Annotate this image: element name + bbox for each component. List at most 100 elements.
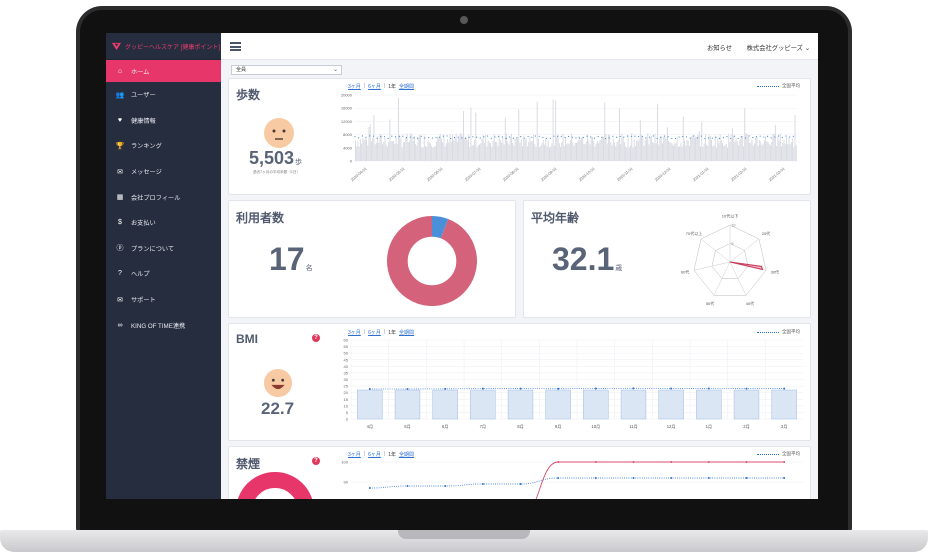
national-average-point [376,137,378,139]
brand[interactable]: グッピーヘルスケア [健康ポイント] [106,33,221,60]
smoking-point [707,477,710,479]
sidebar-item[interactable]: ✉ メッセージ [106,159,221,185]
national-average-point [755,136,758,138]
radar-spoke [729,238,760,263]
national-average-point [383,136,386,138]
steps-bar [427,140,429,161]
steps-bar [465,136,467,161]
period-tab[interactable]: 全期間 [398,452,414,458]
steps-bar [649,137,651,161]
sidebar-item[interactable]: ♥ 健康情報 [106,108,221,134]
bmi-bar [470,389,496,420]
sidebar-item[interactable]: ? ヘルプ [106,261,221,287]
smoking-donut-chart [237,472,313,499]
national-average-point [789,136,791,138]
steps-bar [637,140,639,161]
bmi-bar [432,389,458,420]
steps-bar [552,99,554,161]
steps-bar [695,136,697,161]
national-average-point [505,137,507,140]
steps-bar [438,136,440,161]
national-average-point [641,135,643,138]
bmi-bar [394,389,421,420]
period-tab[interactable]: 6ヶ月 [368,84,381,90]
period-tab[interactable]: 全期間 [398,330,414,336]
sidebar-item[interactable]: ⓟ プランについて [106,236,221,262]
steps-bar [362,138,364,161]
steps-bar [476,147,478,161]
steps-bar [723,145,725,161]
national-average-point [737,137,739,139]
sidebar-item-label: メッセージ [131,169,162,177]
period-tab[interactable]: 3ヶ月 [348,330,361,336]
steps-bar [555,100,557,161]
steps-bar [384,138,386,161]
period-tab[interactable]: 1年 [388,84,396,90]
app-screen: グッピーヘルスケア [健康ポイント] ⌂ ホーム 👥 ユーザー ♥ 健康情報 🏆 ランキング ✉… [106,33,818,499]
steps-bar [634,146,636,161]
period-tab[interactable]: 6ヶ月 [368,330,381,336]
period-tab[interactable]: 3ヶ月 [348,452,361,458]
mail-icon: ✉ [117,296,123,304]
smoking-point [368,487,371,489]
steps-bar [529,136,531,161]
national-average-point [453,136,455,139]
period-tab[interactable]: 6ヶ月 [368,452,381,458]
y-tick-label: 0 [350,159,353,164]
radar-series [729,261,764,271]
steps-bar [407,142,409,161]
menu-toggle-icon[interactable] [230,42,241,51]
period-tab[interactable]: 1年 [388,452,396,458]
sidebar-item[interactable]: 👥 ユーザー [106,82,221,108]
steps-bar [472,145,474,161]
sidebar-item[interactable]: ⌂ ホーム [106,60,221,82]
national-average-point [733,135,735,137]
help-icon: ? [118,270,122,278]
national-average-point [697,137,699,139]
bmi-help-icon[interactable]: ? [312,334,320,342]
steps-bar [467,134,469,161]
sidebar-item[interactable]: 🏆 ランキング [106,133,221,159]
steps-bar [620,144,622,161]
period-tab[interactable]: 1年 [388,330,396,336]
laptop-notch [398,530,530,539]
sidebar-item-label: ヘルプ [131,271,150,279]
sidebar-item[interactable]: ∞ KING OF TIME連携 [106,312,221,338]
period-tab[interactable]: 全期間 [398,84,414,90]
legend-label: 全国平均 [782,451,800,456]
period-tab[interactable]: 3ヶ月 [348,84,361,90]
sidebar-item-label: 会社プロフィール [131,194,181,202]
steps-bar [383,141,385,161]
steps-bar [485,134,487,161]
steps-bar [674,143,676,161]
steps-bar [480,143,482,161]
steps-bar [528,142,530,161]
steps-bar [560,146,562,161]
national-average-point [516,137,518,139]
steps-bar [493,134,495,161]
smoking-title: 禁煙 [236,457,261,471]
steps-bar [746,133,748,161]
national-average-point [597,136,599,138]
sidebar-item[interactable]: ▦ 会社プロフィール [106,184,221,210]
sidebar-item[interactable]: ✉ サポート [106,287,221,313]
steps-bar [470,107,472,161]
sidebar-item-label: KING OF TIME連携 [131,322,186,330]
x-tick-label: 3月 [781,424,788,430]
sidebar-item[interactable]: $ お支払い [106,210,221,236]
notice-link[interactable]: お知らせ [706,45,732,52]
national-average-point [442,135,444,137]
company-menu[interactable]: 株式会社グッピーズ ⌄ [746,45,810,52]
smoking-point [670,477,673,479]
steps-bar [524,139,526,161]
member-filter-select[interactable]: 全員 ⌄ [231,65,342,75]
steps-bar [671,144,673,161]
steps-bar [631,132,633,161]
bmi-bar [357,389,383,420]
steps-bar [443,134,445,161]
smoking-point [745,477,748,479]
steps-bar [708,135,710,161]
smoking-help-icon[interactable]: ? [312,457,320,465]
period-tabs: 3ヶ月 | 6ヶ月 | 1年 全期間 [348,83,414,90]
steps-bar [536,101,538,161]
